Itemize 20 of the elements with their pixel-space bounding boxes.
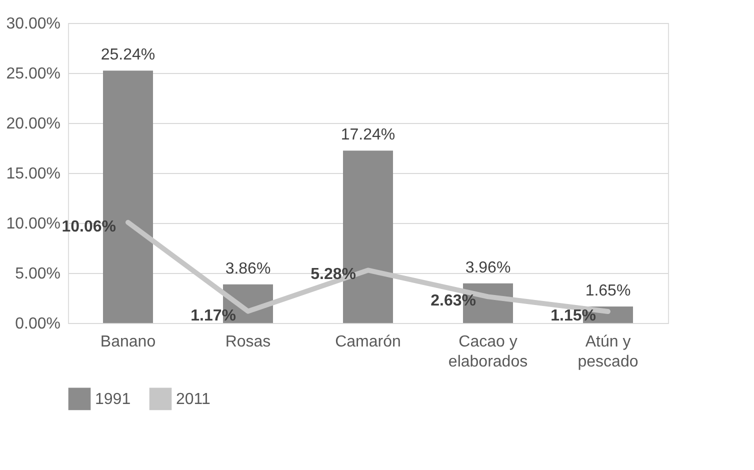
legend-label: 2011 bbox=[176, 390, 211, 408]
y-tick-label: 15.00% bbox=[6, 166, 60, 182]
data-label: 25.24% bbox=[100, 46, 156, 64]
x-tick-label: Camarón bbox=[335, 334, 401, 350]
y-tick-label: 30.00% bbox=[6, 16, 60, 32]
x-tick-label: Rosas bbox=[225, 334, 271, 350]
data-label: 3.86% bbox=[225, 260, 271, 278]
x-tick-label: Atún y pescado bbox=[578, 334, 638, 370]
data-label: 5.28% bbox=[310, 266, 356, 284]
y-tick-label: 5.00% bbox=[15, 266, 60, 282]
data-label: 17.24% bbox=[340, 126, 396, 144]
x-tick-label: Banano bbox=[100, 334, 156, 350]
legend-label: 1991 bbox=[95, 390, 131, 408]
y-tick-label: 10.00% bbox=[6, 216, 60, 232]
y-tick-label: 25.00% bbox=[6, 66, 60, 82]
data-label: 3.96% bbox=[465, 259, 511, 276]
y-tick-label: 20.00% bbox=[6, 116, 60, 132]
data-label: 1.65% bbox=[585, 282, 631, 300]
x-tick-label: Cacao y elaborados bbox=[448, 334, 528, 370]
y-tick-label: 0.00% bbox=[15, 316, 60, 332]
